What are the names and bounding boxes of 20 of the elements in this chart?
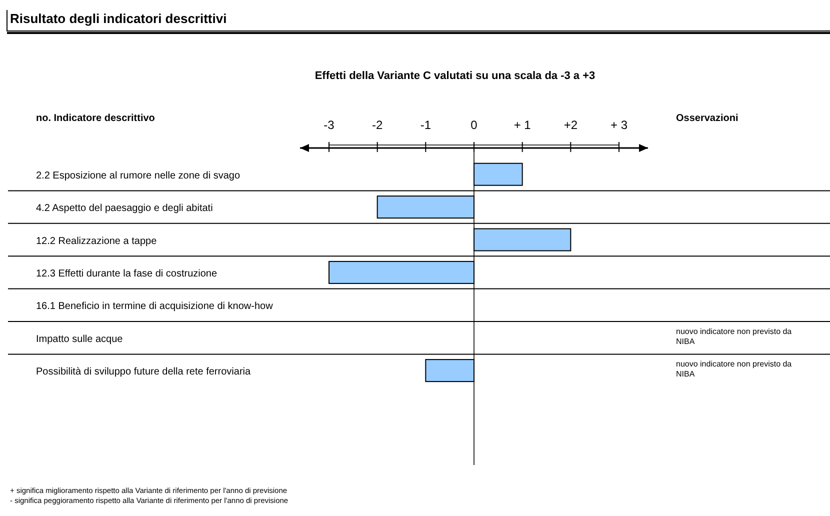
- x-tick-label: -2: [372, 118, 383, 132]
- x-tick-label: 0: [470, 118, 478, 132]
- text: nuovo indicatore non previsto da NIBA: [676, 360, 792, 379]
- x-tick-label: -1: [420, 118, 432, 132]
- chart-subtitle: Effetti della Variante C valutati su una scala da -3 a +3: [314, 70, 596, 82]
- text: no. Indicatore descrittivo: [36, 113, 155, 124]
- y-tick-label: 16.1 Beneficio in termine di acquisizione di know-how: [36, 301, 274, 312]
- y-tick-label: 2.2 Esposizione al rumore nelle zone di svago: [36, 170, 240, 182]
- y-tick-label: 12.3 Effetti durante la fase di costruzione: [36, 268, 218, 280]
- y-tick-label: 12.2 Realizzazione a tappe: [36, 236, 158, 247]
- y-tick-label: 4.2 Aspetto del paesaggio e degli abitati: [36, 203, 213, 214]
- x-tick-label: + 1: [514, 118, 532, 132]
- text: Risultato degli indicatori descrittivi: [10, 11, 227, 26]
- y-tick-label: Possibilità di sviluppo future della rete ferroviaria: [36, 366, 251, 378]
- text: Osservazioni: [676, 113, 738, 124]
- text: nuovo indicatore non previsto da NIBA: [676, 326, 792, 346]
- x-tick-label: +2: [564, 118, 578, 132]
- x-tick-label: + 3: [610, 118, 628, 132]
- y-tick-label: Impatto sulle acque: [36, 334, 124, 345]
- x-tick-label: -3: [324, 118, 335, 132]
